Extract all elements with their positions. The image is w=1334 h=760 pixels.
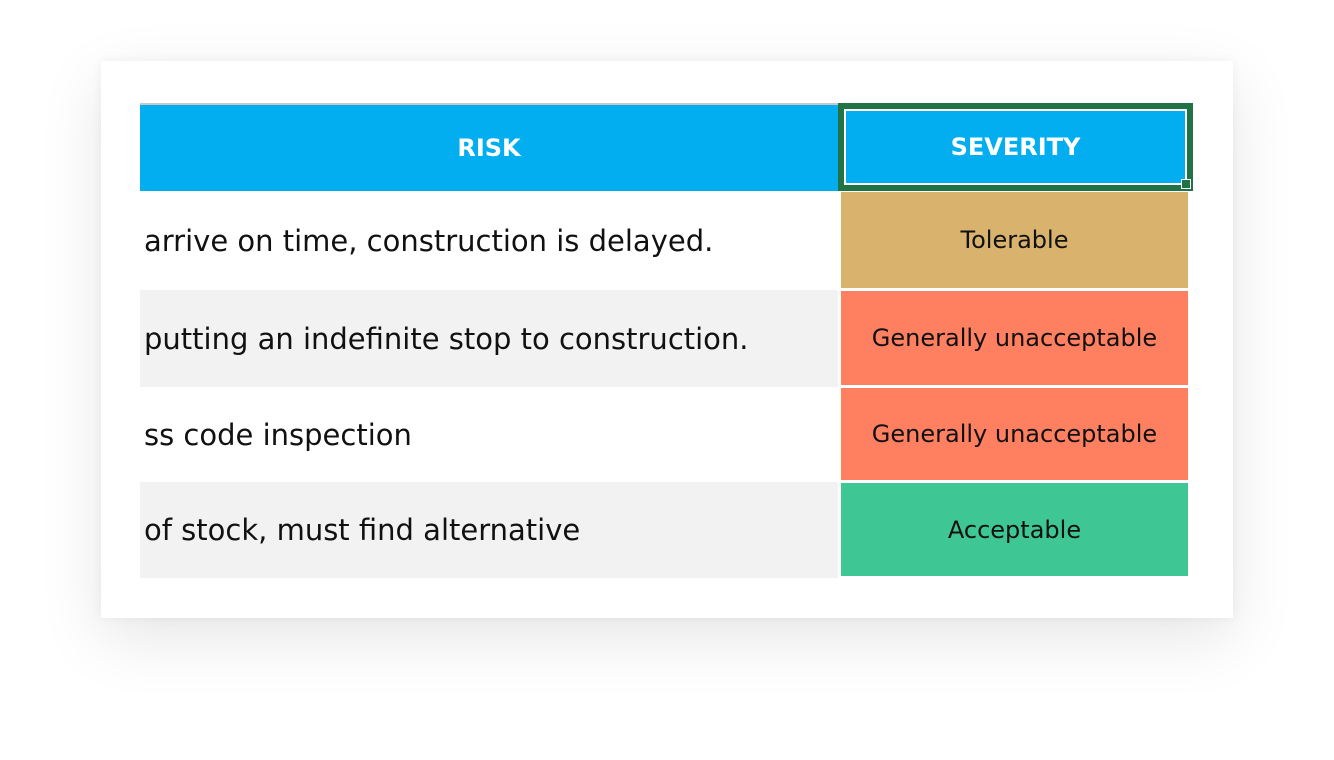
risk-cell[interactable]: arrive on time, construction is delayed. bbox=[140, 191, 838, 290]
severity-cell[interactable]: Generally unacceptable bbox=[841, 291, 1188, 385]
table-row: of stock, must find alternative Acceptab… bbox=[140, 482, 1193, 578]
fill-handle[interactable] bbox=[1181, 179, 1191, 189]
table-row: ss code inspection Generally unacceptabl… bbox=[140, 387, 1193, 482]
header-risk[interactable]: RISK bbox=[140, 103, 838, 191]
risk-cell[interactable]: of stock, must find alternative bbox=[140, 482, 838, 578]
table-row: putting an indefinite stop to constructi… bbox=[140, 290, 1193, 387]
risk-cell[interactable]: ss code inspection bbox=[140, 387, 838, 482]
header-severity-label: SEVERITY bbox=[950, 133, 1081, 161]
risk-cell[interactable]: putting an indefinite stop to constructi… bbox=[140, 290, 838, 387]
severity-cell[interactable]: Tolerable bbox=[841, 192, 1188, 288]
severity-cell[interactable]: Acceptable bbox=[841, 483, 1188, 576]
table-row: arrive on time, construction is delayed.… bbox=[140, 191, 1193, 290]
severity-cell[interactable]: Generally unacceptable bbox=[841, 388, 1188, 480]
header-risk-label: RISK bbox=[457, 134, 521, 162]
header-severity-selected-cell[interactable]: SEVERITY bbox=[838, 103, 1193, 191]
